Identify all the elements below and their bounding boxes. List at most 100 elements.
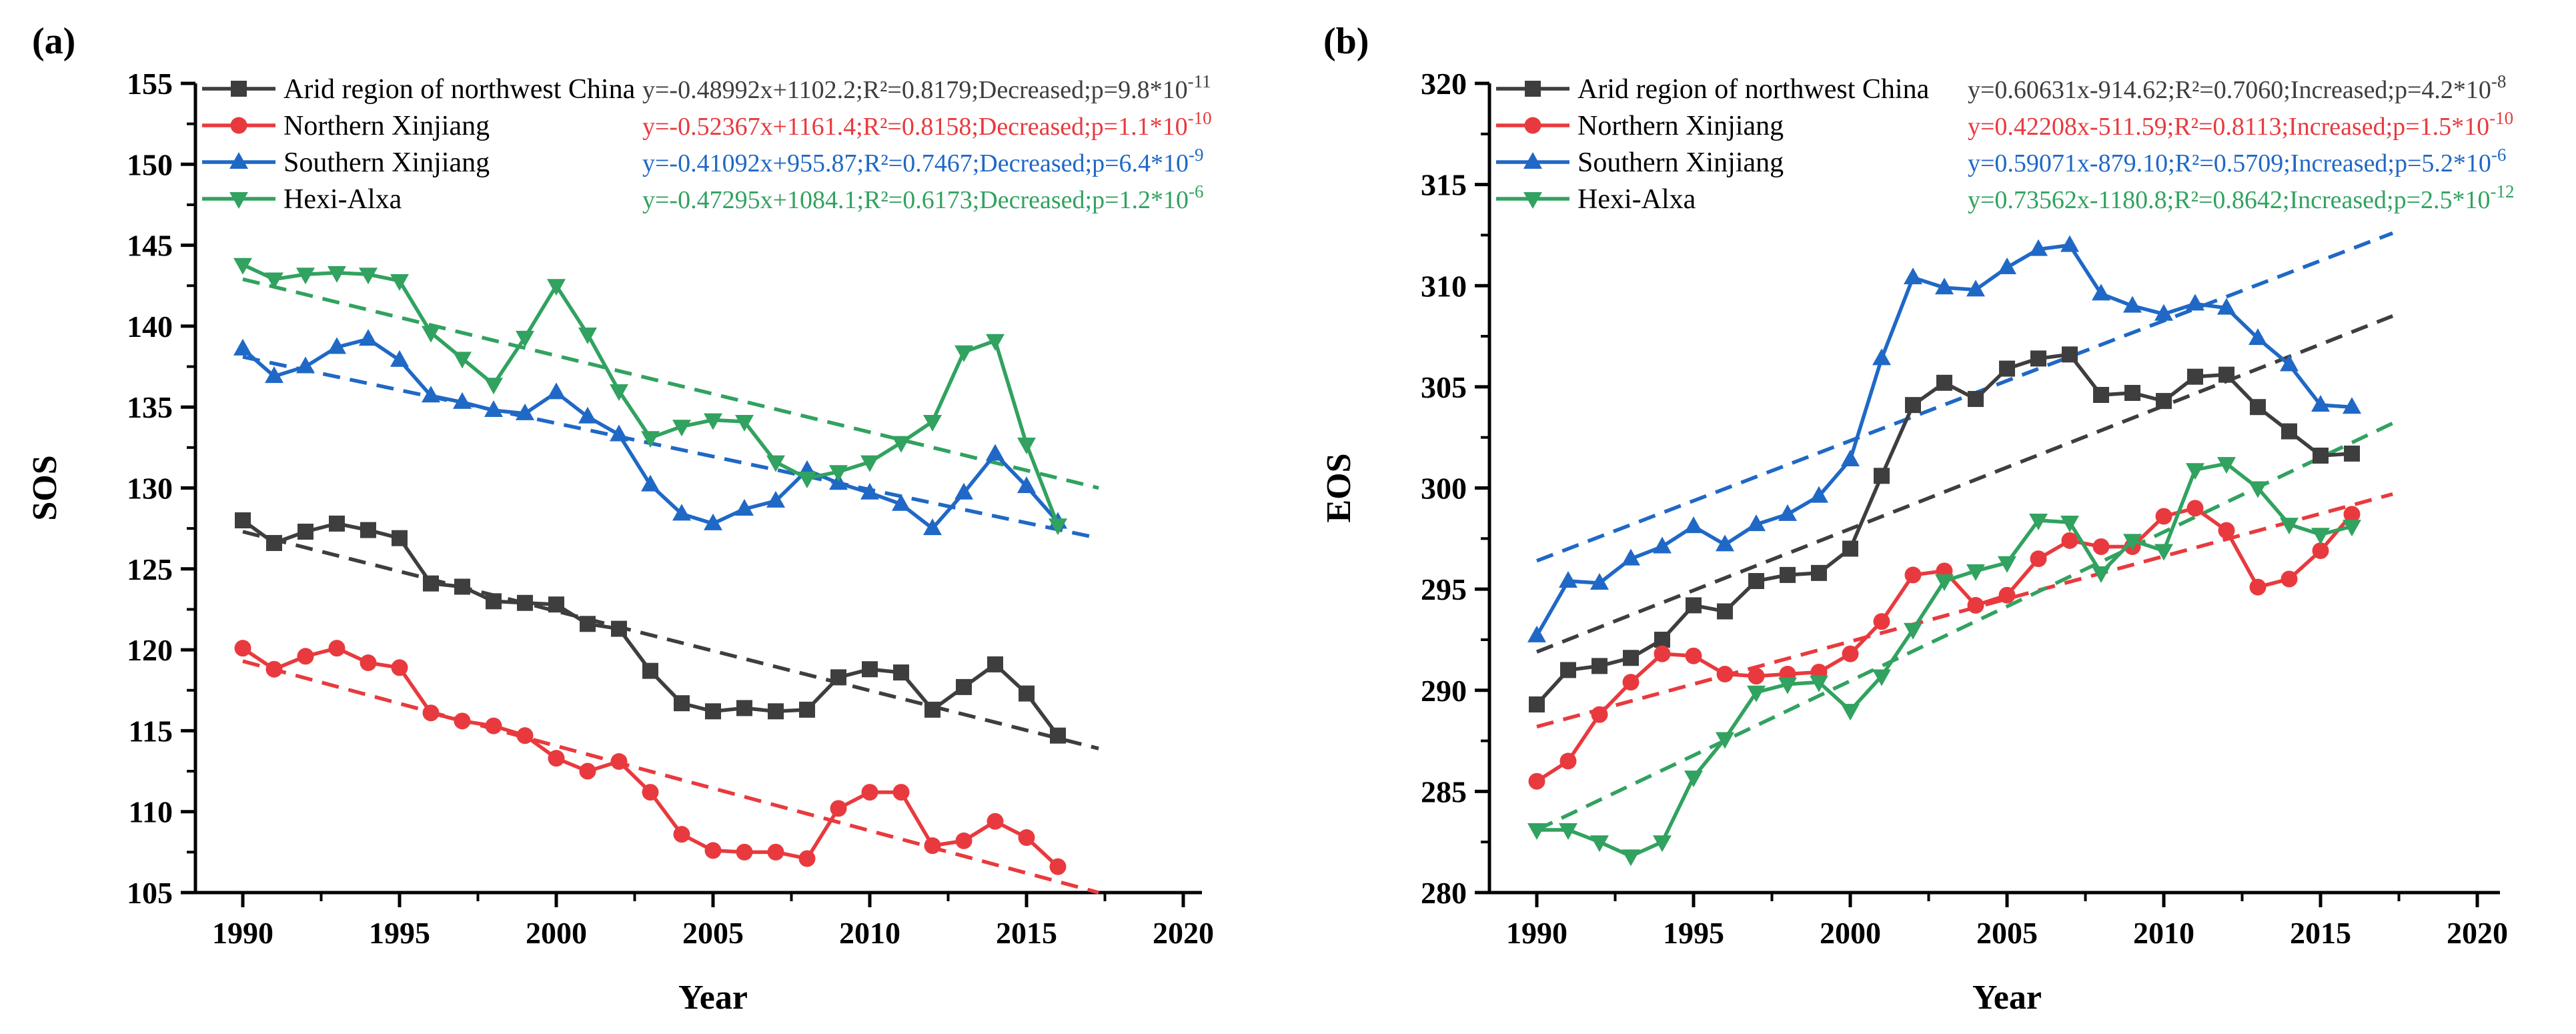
equation-exponent: -12 <box>2491 181 2515 201</box>
data-point-marker <box>297 524 313 540</box>
data-point-marker <box>453 352 472 369</box>
y-tick-label: 130 <box>127 472 173 506</box>
data-point-marker <box>1591 658 1607 674</box>
data-point-marker <box>328 640 346 657</box>
legend: Arid region of northwest China y=0.60631x… <box>1496 71 2515 215</box>
legend-series-name: Northern Xinjiang <box>1577 111 1784 141</box>
data-point-marker <box>798 471 816 488</box>
data-point-marker <box>1873 613 1890 630</box>
data-point-marker <box>423 575 439 592</box>
data-point-marker <box>1684 770 1703 788</box>
data-point-marker <box>1559 752 1577 770</box>
data-point-marker <box>392 530 408 546</box>
data-point-marker <box>1904 268 1922 285</box>
data-point-marker <box>233 338 252 356</box>
data-point-marker <box>1998 257 2016 274</box>
data-point-marker <box>1716 534 1734 552</box>
data-point-marker <box>704 413 722 430</box>
data-point-marker <box>986 334 1005 351</box>
data-point-marker <box>1653 536 1672 554</box>
data-point-marker <box>1049 858 1067 875</box>
data-point-marker <box>2029 514 2048 531</box>
data-point-marker <box>1999 360 2015 377</box>
y-axis-title: SOS <box>26 455 64 520</box>
data-point-marker <box>1622 674 1640 691</box>
data-point-marker <box>1874 468 1890 484</box>
data-point-marker <box>1904 566 1922 584</box>
x-tick-label: 1990 <box>1506 916 1567 950</box>
data-point-marker <box>454 578 470 595</box>
legend-item-hexi-alxa: Hexi-Alxa y=-0.47295x+1084.1;R²=0.6173;De… <box>202 181 1204 215</box>
data-point-marker <box>2248 481 2267 498</box>
data-point-marker <box>1842 645 1859 662</box>
data-point-marker <box>1017 476 1036 494</box>
data-point-marker <box>2281 423 2297 440</box>
legend-item-southern-xinjiang: Southern Xinjiang y=0.59071x-879.10;R²=0.… <box>1496 145 2506 178</box>
data-point-marker <box>1936 374 1952 391</box>
y-tick-label: 145 <box>127 229 173 263</box>
data-point-marker <box>2248 328 2267 346</box>
legend-item-hexi-alxa: Hexi-Alxa y=0.73562x-1180.8;R²=0.8642;Inc… <box>1496 181 2515 215</box>
data-point-marker <box>296 268 315 285</box>
data-point-marker <box>516 727 534 744</box>
y-tick-label: 290 <box>1421 674 1467 708</box>
series-hexi-alxa <box>233 257 1067 536</box>
x-axis-title: Year <box>678 979 748 1017</box>
data-point-marker <box>1686 597 1702 614</box>
data-point-marker <box>1590 573 1609 590</box>
data-point-marker <box>1966 280 1985 297</box>
data-point-marker <box>861 784 878 801</box>
panel-label: (a) <box>32 21 75 62</box>
y-tick-label: 120 <box>127 633 173 667</box>
data-point-marker <box>2154 304 2173 321</box>
data-point-marker <box>892 784 910 801</box>
data-point-marker <box>766 490 785 508</box>
data-point-marker <box>2030 550 2047 568</box>
y-tick-label: 155 <box>127 67 173 101</box>
data-point-marker <box>2343 397 2361 414</box>
series-hexi-alxa <box>1527 457 2361 867</box>
data-point-marker <box>578 328 597 345</box>
data-point-marker <box>2155 508 2172 525</box>
data-point-marker <box>2280 518 2299 535</box>
equation-exponent: -11 <box>1188 71 1211 91</box>
data-point-marker <box>484 400 503 418</box>
data-point-marker <box>986 444 1005 461</box>
data-point-marker <box>296 356 315 374</box>
data-point-marker <box>2218 522 2235 539</box>
data-point-marker <box>705 703 721 720</box>
data-point-marker <box>234 640 251 657</box>
data-point-marker <box>2123 296 2142 313</box>
trend-segment <box>242 277 1099 490</box>
data-point-marker <box>768 703 784 720</box>
data-point-marker <box>2092 284 2110 301</box>
regression-equation: y=-0.48992x+1102.2;R²=0.8179;Decreased;p… <box>642 71 1211 104</box>
data-point-marker <box>1559 823 1577 840</box>
data-point-marker <box>1935 574 1954 591</box>
y-tick-label: 105 <box>127 876 173 910</box>
data-point-marker <box>799 701 815 718</box>
data-point-marker <box>1716 665 1734 682</box>
data-point-marker <box>610 752 628 770</box>
data-point-marker <box>235 512 251 529</box>
legend-marker-triangle-up-icon <box>229 152 248 169</box>
trend-segment <box>1536 492 2393 728</box>
y-tick-label: 150 <box>127 147 173 181</box>
panel-b: 280 285 290 295 300 305 310 315 320 1990 1995 2000 2… <box>1320 21 2515 1017</box>
x-tick-label: 2000 <box>526 916 587 950</box>
equation-exponent: -6 <box>2491 145 2507 165</box>
data-point-marker <box>735 415 754 432</box>
data-point-marker <box>422 326 440 343</box>
data-point-marker <box>987 813 1004 830</box>
legend-marker-circle-icon <box>1524 117 1541 134</box>
data-point-marker <box>422 386 440 403</box>
legend: Arid region of northwest China y=-0.48992… <box>202 71 1212 215</box>
data-point-marker <box>265 272 283 290</box>
trend-segment <box>242 659 1099 895</box>
data-point-marker <box>955 832 973 849</box>
data-point-marker <box>390 350 409 367</box>
y-tick-label: 115 <box>129 714 173 748</box>
data-point-marker <box>1780 566 1796 583</box>
trendline-northern-xinjiang <box>242 659 1099 895</box>
